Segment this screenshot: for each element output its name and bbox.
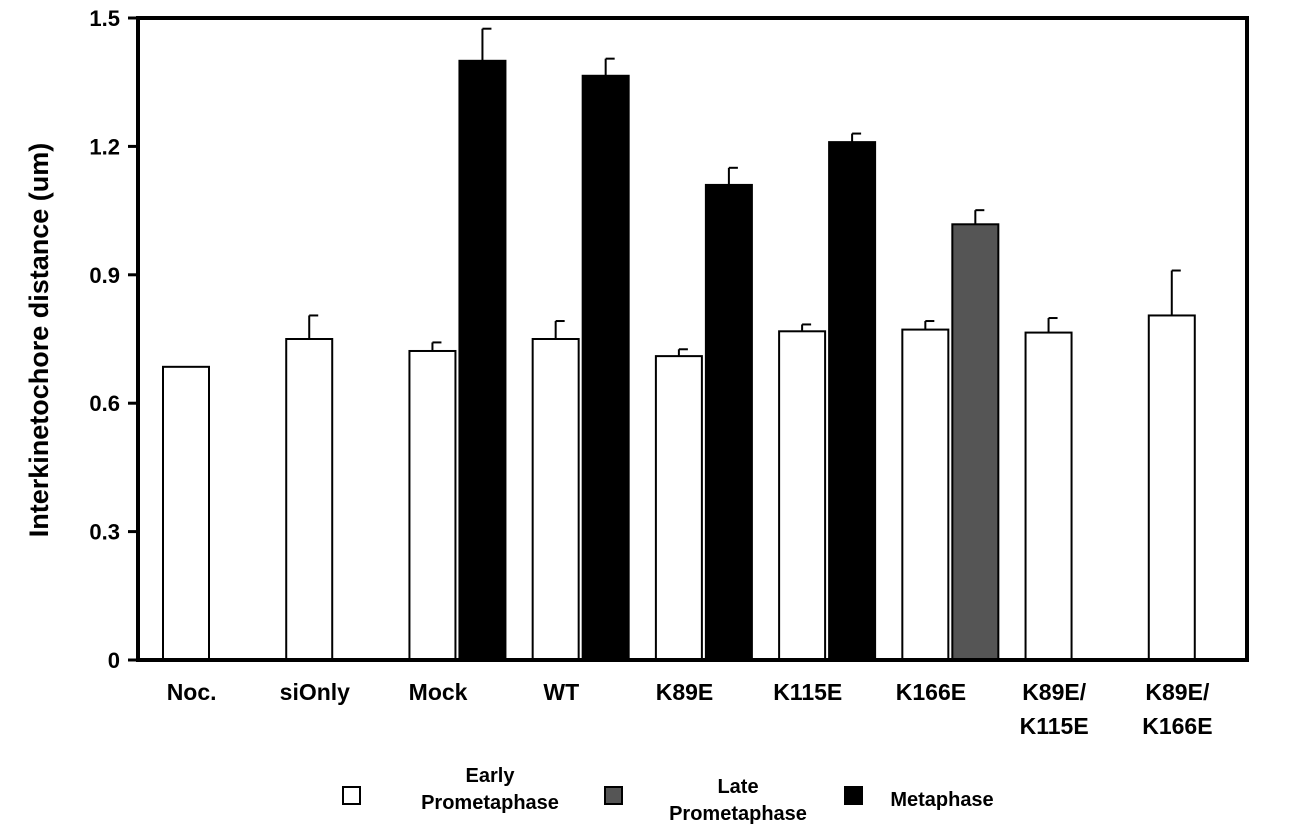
category-label: WT [543, 679, 579, 705]
legend-label: Prometaphase [421, 792, 559, 814]
category-label: Mock [409, 679, 468, 705]
category-label: K89E/ [1145, 679, 1210, 705]
category-label: Noc. [167, 679, 217, 705]
category-label: siOnly [280, 679, 351, 705]
y-tick-label: 0.3 [89, 520, 120, 545]
bar [458, 59, 507, 662]
y-tick-label: 0.9 [89, 263, 120, 288]
category-labels: Noc. siOnly Mock WT K89E K115E K166E K89E/K115E… [167, 679, 1213, 739]
category-label: K166E [896, 679, 966, 705]
legend: Early Prometaphase Late Prometaphase Metapha… [342, 765, 994, 825]
y-tick-label: 1.2 [89, 134, 120, 159]
bar [654, 355, 703, 661]
category-label: K166E [1142, 713, 1212, 739]
error-bars [308, 27, 1181, 357]
legend-label: Metaphase [890, 789, 993, 811]
bar [901, 328, 950, 661]
category-label: K89E/ [1022, 679, 1087, 705]
bar [704, 183, 753, 661]
bar [1147, 314, 1196, 661]
legend-label: Prometaphase [669, 803, 807, 825]
y-axis-title: Interkinetochore distance (um) [24, 143, 54, 538]
category-label: K115E [1020, 713, 1089, 739]
legend-swatch [844, 786, 863, 805]
bar [778, 330, 827, 661]
category-label: K115E [773, 679, 842, 705]
bar [408, 349, 457, 661]
legend-swatch [342, 786, 361, 805]
y-axis-ticks: 0 0.3 0.6 0.9 1.2 1.5 [89, 6, 138, 673]
bars [162, 59, 1196, 662]
category-label: K89E [656, 679, 714, 705]
y-tick-label: 1.5 [89, 6, 120, 31]
plot-frame [136, 16, 1249, 662]
bar [531, 338, 580, 661]
bar [162, 365, 210, 661]
bar [1024, 331, 1073, 661]
legend-label: Early [466, 765, 516, 787]
y-tick-label: 0.6 [89, 391, 120, 416]
bar [951, 223, 1000, 662]
legend-label: Late [717, 776, 758, 798]
bar [828, 141, 877, 661]
y-tick-label: 0 [108, 648, 120, 673]
bar [581, 74, 630, 661]
legend-swatch [604, 786, 623, 805]
bar [285, 338, 334, 661]
